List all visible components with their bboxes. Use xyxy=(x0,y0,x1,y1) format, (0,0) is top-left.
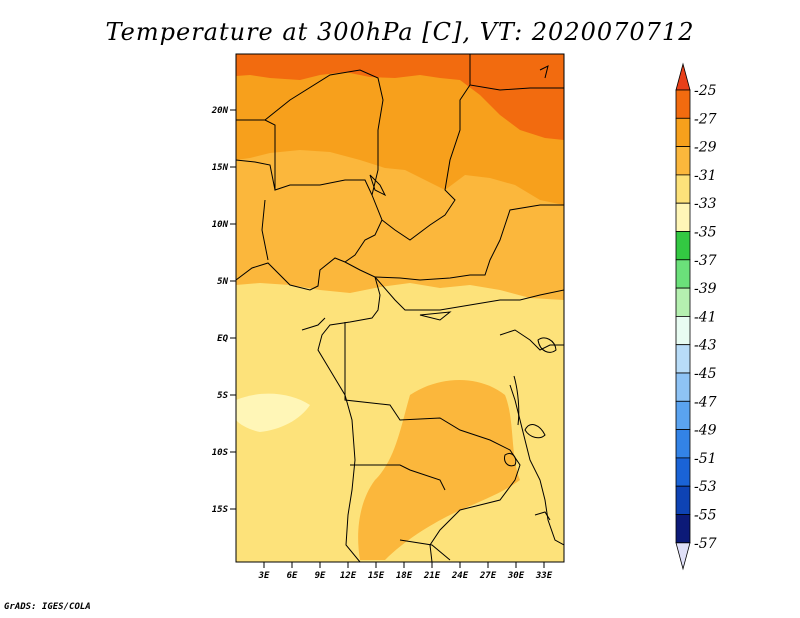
colorbar: -25 -27 -29 -31 -33 -35 -37 -39 -41 -43 -45 -47 -49 -… xyxy=(675,62,717,571)
colorbar-swatch xyxy=(675,485,691,515)
lon-tick-label: 27E xyxy=(479,571,497,581)
lon-tick-label: 15E xyxy=(368,571,385,581)
colorbar-label: -29 xyxy=(694,140,717,156)
colorbar-label: -41 xyxy=(694,309,717,325)
colorbar-swatch xyxy=(675,231,691,261)
colorbar-swatch xyxy=(675,146,691,176)
colorbar-label: -39 xyxy=(694,281,717,297)
colorbar-label: -49 xyxy=(694,423,717,439)
colorbar-swatch xyxy=(675,287,691,317)
colorbar-swatch xyxy=(675,429,691,459)
lat-tick-label: 10S xyxy=(212,448,229,458)
colorbar-label: -57 xyxy=(694,536,717,552)
field-south-east-patch xyxy=(358,380,520,560)
colorbar-label: -35 xyxy=(694,225,717,241)
lon-tick-label: 18E xyxy=(396,571,413,581)
colorbar-swatch xyxy=(675,344,691,374)
field-pale-patch xyxy=(236,393,310,432)
lat-tick-label: 15N xyxy=(212,163,229,173)
colorbar-label: -45 xyxy=(694,366,717,382)
colorbar-swatch xyxy=(675,259,691,289)
colorbar-swatch xyxy=(675,202,691,232)
lon-tick-label: 9E xyxy=(315,571,326,581)
colorbar-swatch xyxy=(675,514,691,544)
temperature-field xyxy=(236,54,564,562)
map-frame xyxy=(235,53,565,563)
lat-axis: 20N 15N 10N 5N EQ 5S 10S 15S xyxy=(211,106,236,515)
lat-tick-label: EQ xyxy=(217,334,228,344)
lon-tick-label: 3E xyxy=(258,571,270,581)
colorbar-label: -47 xyxy=(694,394,717,410)
colorbar-label: -27 xyxy=(694,111,717,127)
lat-tick-label: 10N xyxy=(212,220,229,230)
colorbar-swatch xyxy=(675,117,691,148)
colorbar-label: -31 xyxy=(694,168,717,184)
lon-tick-label: 24E xyxy=(451,571,469,581)
lon-tick-label: 6E xyxy=(287,571,298,581)
grads-credit: GrADS: IGES/COLA xyxy=(4,602,91,612)
map-title: Temperature at 300hPa [C], VT: 202007071… xyxy=(105,18,695,46)
colorbar-swatch xyxy=(675,457,691,487)
colorbar-swatch xyxy=(675,400,691,430)
colorbar-label: -43 xyxy=(694,338,717,354)
lat-tick-label: 15S xyxy=(212,505,229,515)
lat-tick-label: 5S xyxy=(217,391,228,401)
colorbar-swatch xyxy=(675,174,691,204)
lon-axis: 3E 6E 9E 12E 15E 18E 21E 24E 27E 30E 33E xyxy=(258,562,553,581)
lat-tick-label: 20N xyxy=(211,106,229,116)
field-warm-top xyxy=(236,54,564,140)
lon-tick-label: 21E xyxy=(423,571,441,581)
colorbar-label: -55 xyxy=(694,508,717,524)
lon-tick-label: 12E xyxy=(340,571,357,581)
colorbar-swatch xyxy=(675,89,691,119)
colorbar-label: -37 xyxy=(694,253,717,269)
colorbar-bottom-arrow xyxy=(675,542,691,571)
lat-tick-label: 5N xyxy=(217,277,228,287)
country-borders xyxy=(236,54,564,562)
colorbar-swatch xyxy=(675,315,691,346)
colorbar-top-arrow xyxy=(675,62,691,91)
lon-tick-label: 30E xyxy=(507,571,525,581)
colorbar-label: -53 xyxy=(694,479,717,495)
lon-tick-label: 33E xyxy=(535,571,553,581)
colorbar-swatch xyxy=(675,372,691,402)
colorbar-label: -33 xyxy=(694,196,717,212)
colorbar-label: -25 xyxy=(694,83,717,99)
colorbar-label: -51 xyxy=(694,451,717,467)
